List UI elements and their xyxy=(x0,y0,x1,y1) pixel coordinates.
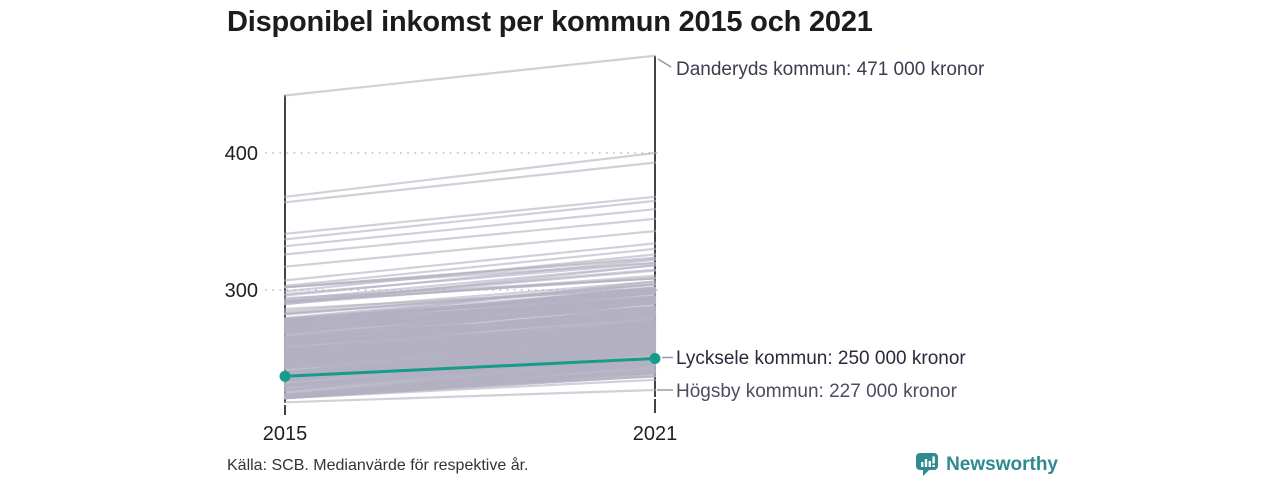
chart-title: Disponibel inkomst per kommun 2015 och 2… xyxy=(227,6,873,38)
municipality-line xyxy=(283,349,657,374)
municipality-line xyxy=(283,318,657,351)
municipality-line xyxy=(283,261,657,289)
municipality-line xyxy=(283,330,657,358)
highlight-line xyxy=(284,357,656,378)
x-label-2021: 2021 xyxy=(633,423,678,445)
newsworthy-bar-chart-speech-bubble-icon xyxy=(916,453,939,476)
source-note: Källa: SCB. Medianvärde för respektive å… xyxy=(227,457,529,474)
municipality-line xyxy=(283,366,657,388)
municipality-line xyxy=(283,217,657,256)
municipality-line xyxy=(283,264,657,301)
municipality-line xyxy=(283,195,657,235)
background-lines-group xyxy=(283,54,657,404)
municipality-line xyxy=(283,151,657,198)
municipality-line xyxy=(283,296,657,328)
municipality-line xyxy=(283,372,657,400)
annotation-hogsby: Högsby kommun: 227 000 kronor xyxy=(676,381,958,402)
municipality-line xyxy=(283,268,657,303)
newsworthy-logo: Newsworthy xyxy=(915,452,1058,477)
highlight-point xyxy=(649,353,661,364)
municipality-line xyxy=(283,242,657,282)
municipality-line xyxy=(283,343,657,387)
municipality-line xyxy=(283,274,657,305)
newsworthy-wordmark: Newsworthy xyxy=(946,453,1058,475)
y-tick-400: 400 xyxy=(225,143,258,165)
municipality-line xyxy=(283,298,657,329)
municipality-line xyxy=(283,230,657,268)
connector-danderyd xyxy=(657,58,672,68)
municipality-line xyxy=(283,280,657,313)
municipality-line xyxy=(283,358,657,393)
municipality-line xyxy=(283,291,657,323)
municipality-line xyxy=(283,253,657,293)
municipality-line xyxy=(283,161,657,204)
municipality-line xyxy=(283,282,657,320)
municipality-line xyxy=(283,258,657,297)
municipality-line xyxy=(283,361,657,397)
municipality-line xyxy=(283,329,657,354)
municipality-line xyxy=(283,247,657,287)
municipality-line xyxy=(283,388,657,404)
highlight-point xyxy=(279,370,291,382)
municipality-line xyxy=(283,342,657,370)
municipality-line xyxy=(283,310,657,341)
municipality-line xyxy=(283,54,657,97)
municipality-line xyxy=(283,302,657,339)
highlight-line-group xyxy=(279,353,661,382)
municipality-line xyxy=(283,332,657,361)
annotation-danderyd: Danderyds kommun: 471 000 kronor xyxy=(676,59,985,80)
municipality-line xyxy=(283,208,657,248)
municipality-line xyxy=(283,199,657,241)
x-label-2015: 2015 xyxy=(263,423,308,445)
annotation-lycksele: Lycksele kommun: 250 000 kronor xyxy=(676,348,966,369)
y-tick-300: 300 xyxy=(225,280,258,302)
